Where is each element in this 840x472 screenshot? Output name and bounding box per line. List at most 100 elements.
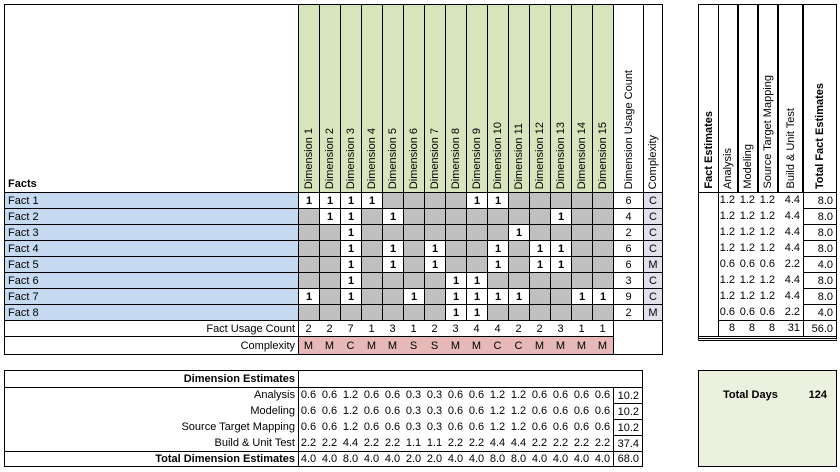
usage-cell-used[interactable]: 1 <box>340 272 362 289</box>
usage-cell-used[interactable]: 1 <box>571 288 593 305</box>
dimension-header-9[interactable]: Dimension 9 <box>466 4 488 193</box>
dimension-header-3[interactable]: Dimension 3 <box>340 4 362 193</box>
usage-cell-empty[interactable] <box>298 304 320 321</box>
fact-row-label[interactable]: Fact 1 <box>4 192 299 209</box>
dimension-usage-count-header[interactable]: Dimension Usage Count <box>613 4 644 193</box>
dimension-header-5[interactable]: Dimension 5 <box>382 4 404 193</box>
usage-cell-empty[interactable] <box>403 208 425 225</box>
usage-cell-empty[interactable] <box>571 304 593 321</box>
usage-cell-empty[interactable] <box>529 288 551 305</box>
usage-cell-used[interactable]: 1 <box>487 192 509 209</box>
usage-cell-empty[interactable] <box>508 272 530 289</box>
usage-cell-empty[interactable] <box>592 224 614 241</box>
usage-cell-used[interactable]: 1 <box>592 288 614 305</box>
usage-cell-empty[interactable] <box>508 304 530 321</box>
fact-estimates-header[interactable]: Fact Estimates <box>698 4 719 193</box>
fact-row-label[interactable]: Fact 3 <box>4 224 299 241</box>
usage-cell-used[interactable]: 1 <box>445 272 467 289</box>
usage-cell-empty[interactable] <box>424 288 446 305</box>
usage-cell-empty[interactable] <box>550 304 572 321</box>
usage-cell-empty[interactable] <box>424 304 446 321</box>
usage-cell-empty[interactable] <box>403 272 425 289</box>
usage-cell-empty[interactable] <box>424 192 446 209</box>
usage-cell-used[interactable]: 1 <box>382 208 404 225</box>
usage-cell-empty[interactable] <box>529 208 551 225</box>
fact-row-label[interactable]: Fact 5 <box>4 256 299 273</box>
usage-cell-empty[interactable] <box>592 304 614 321</box>
usage-cell-empty[interactable] <box>382 192 404 209</box>
dimension-header-2[interactable]: Dimension 2 <box>319 4 341 193</box>
usage-cell-used[interactable]: 1 <box>382 240 404 257</box>
usage-cell-empty[interactable] <box>319 240 341 257</box>
fact-row-label[interactable]: Fact 8 <box>4 304 299 321</box>
usage-cell-used[interactable]: 1 <box>466 192 488 209</box>
dimension-header-6[interactable]: Dimension 6 <box>403 4 425 193</box>
usage-cell-empty[interactable] <box>529 224 551 241</box>
usage-cell-empty[interactable] <box>403 256 425 273</box>
usage-cell-used[interactable]: 1 <box>487 288 509 305</box>
usage-cell-used[interactable]: 1 <box>382 256 404 273</box>
usage-cell-used[interactable]: 1 <box>445 304 467 321</box>
usage-cell-used[interactable]: 1 <box>340 240 362 257</box>
usage-cell-used[interactable]: 1 <box>340 208 362 225</box>
usage-cell-used[interactable]: 1 <box>424 256 446 273</box>
usage-cell-empty[interactable] <box>403 224 425 241</box>
usage-cell-used[interactable]: 1 <box>550 208 572 225</box>
usage-cell-empty[interactable] <box>529 304 551 321</box>
usage-cell-empty[interactable] <box>466 224 488 241</box>
usage-cell-empty[interactable] <box>508 240 530 257</box>
usage-cell-empty[interactable] <box>529 272 551 289</box>
usage-cell-empty[interactable] <box>319 304 341 321</box>
usage-cell-used[interactable]: 1 <box>319 208 341 225</box>
usage-cell-used[interactable]: 1 <box>340 256 362 273</box>
usage-cell-empty[interactable] <box>508 192 530 209</box>
usage-cell-empty[interactable] <box>298 256 320 273</box>
usage-cell-empty[interactable] <box>487 208 509 225</box>
usage-cell-empty[interactable] <box>592 256 614 273</box>
usage-cell-empty[interactable] <box>571 192 593 209</box>
usage-cell-empty[interactable] <box>424 272 446 289</box>
usage-cell-empty[interactable] <box>382 224 404 241</box>
usage-cell-empty[interactable] <box>466 208 488 225</box>
usage-cell-empty[interactable] <box>424 208 446 225</box>
usage-cell-empty[interactable] <box>571 256 593 273</box>
dimension-header-1[interactable]: Dimension 1 <box>298 4 320 193</box>
usage-cell-empty[interactable] <box>592 208 614 225</box>
dimension-header-14[interactable]: Dimension 14 <box>571 4 593 193</box>
usage-cell-used[interactable]: 1 <box>550 240 572 257</box>
usage-cell-empty[interactable] <box>382 304 404 321</box>
usage-cell-empty[interactable] <box>592 272 614 289</box>
usage-cell-used[interactable]: 1 <box>340 288 362 305</box>
usage-cell-empty[interactable] <box>445 256 467 273</box>
usage-cell-empty[interactable] <box>340 304 362 321</box>
usage-cell-empty[interactable] <box>319 288 341 305</box>
usage-cell-empty[interactable] <box>361 304 383 321</box>
fact-estimate-col-header[interactable]: Source Target Mapping <box>758 4 778 193</box>
usage-cell-empty[interactable] <box>361 272 383 289</box>
usage-cell-empty[interactable] <box>571 208 593 225</box>
usage-cell-used[interactable]: 1 <box>403 288 425 305</box>
usage-cell-empty[interactable] <box>361 240 383 257</box>
dimension-header-13[interactable]: Dimension 13 <box>550 4 572 193</box>
dimension-header-8[interactable]: Dimension 8 <box>445 4 467 193</box>
usage-cell-empty[interactable] <box>571 272 593 289</box>
dimension-header-10[interactable]: Dimension 10 <box>487 4 509 193</box>
total-fact-estimates-header[interactable]: Total Fact Estimates <box>803 4 837 193</box>
usage-cell-empty[interactable] <box>550 192 572 209</box>
usage-cell-empty[interactable] <box>466 240 488 257</box>
dimension-header-7[interactable]: Dimension 7 <box>424 4 446 193</box>
usage-cell-used[interactable]: 1 <box>340 224 362 241</box>
usage-cell-used[interactable]: 1 <box>487 256 509 273</box>
usage-cell-used[interactable]: 1 <box>508 224 530 241</box>
usage-cell-empty[interactable] <box>298 208 320 225</box>
usage-cell-empty[interactable] <box>529 192 551 209</box>
usage-cell-empty[interactable] <box>298 240 320 257</box>
usage-cell-empty[interactable] <box>445 224 467 241</box>
fact-row-label[interactable]: Fact 2 <box>4 208 299 225</box>
usage-cell-empty[interactable] <box>361 288 383 305</box>
usage-cell-empty[interactable] <box>403 192 425 209</box>
usage-cell-empty[interactable] <box>487 224 509 241</box>
usage-cell-empty[interactable] <box>319 224 341 241</box>
usage-cell-used[interactable]: 1 <box>298 288 320 305</box>
usage-cell-empty[interactable] <box>487 304 509 321</box>
